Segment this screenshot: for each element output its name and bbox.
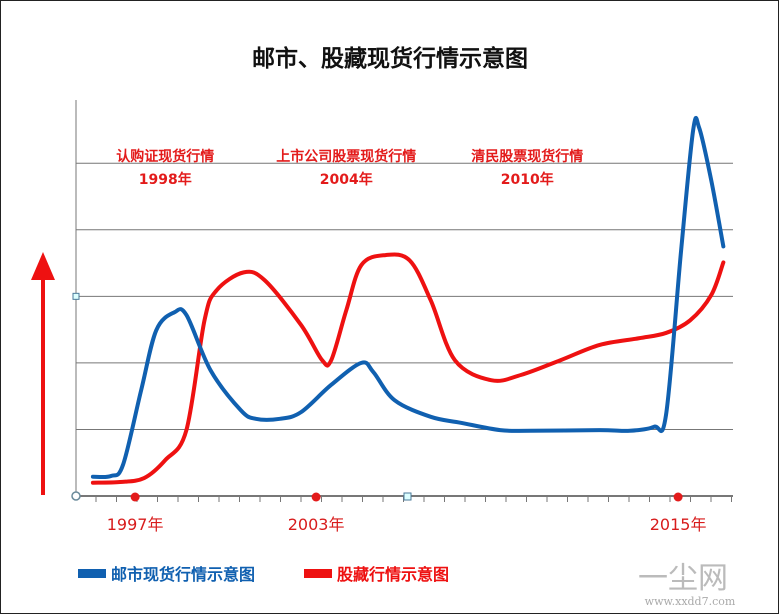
- axis-origin-handle: [71, 491, 81, 501]
- legend-label: 邮市现货行情示意图: [111, 565, 255, 584]
- chart-title: 邮市、股藏现货行情示意图: [252, 45, 528, 72]
- x-tick-label: 2003年: [288, 515, 345, 534]
- year-marker-dot: [311, 492, 321, 502]
- legend-swatch: [78, 569, 106, 578]
- legend-swatch: [304, 569, 332, 578]
- series-line-red: [90, 252, 726, 485]
- up-arrow-icon: [31, 252, 55, 280]
- annotation-title: 认购证现货行情: [116, 148, 214, 165]
- year-marker-dot: [673, 492, 683, 502]
- watermark-logo: 一尘网: [638, 561, 728, 596]
- annotation-year: 2004年: [320, 171, 373, 188]
- x-tick-label: 2015年: [650, 515, 707, 534]
- axis-handle: [403, 492, 412, 501]
- axis-handle: [72, 292, 80, 300]
- legend-label: 股藏行情示意图: [337, 565, 449, 584]
- x-tick-label: 1997年: [107, 515, 164, 534]
- annotation-year: 1998年: [139, 171, 192, 188]
- series-line-blue: [90, 116, 726, 480]
- annotation-year: 2010年: [501, 171, 554, 188]
- watermark-url: www.xxdd7.com: [645, 595, 736, 608]
- watermark: 一尘网 www.xxdd7.com: [638, 561, 736, 608]
- year-marker-dot: [130, 492, 140, 502]
- annotation-title: 清民股票现货行情: [471, 148, 583, 165]
- annotation-title: 上市公司股票现货行情: [276, 148, 416, 165]
